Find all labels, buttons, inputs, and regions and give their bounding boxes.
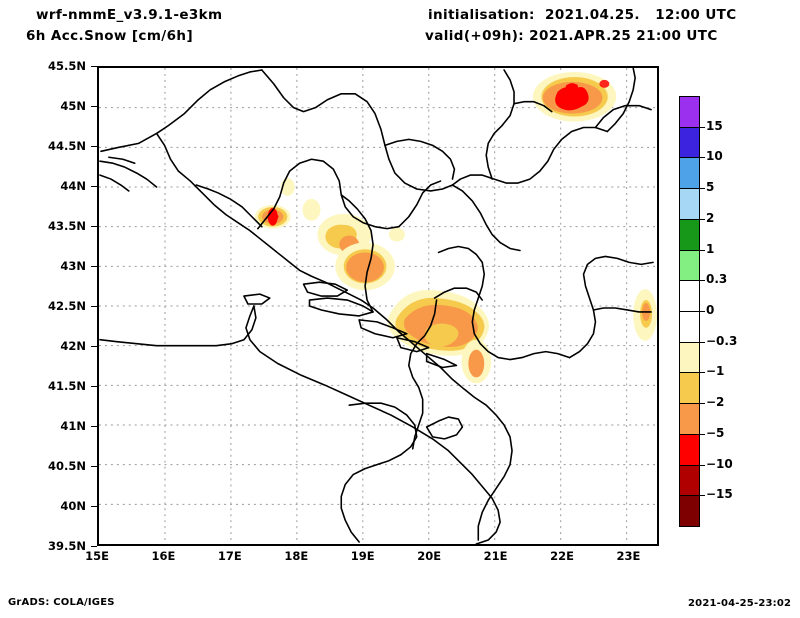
colorbar-segment <box>679 96 700 128</box>
longitude-label: 20E <box>417 549 442 563</box>
colorbar[interactable] <box>679 96 700 527</box>
latitude-label: 42.5N <box>48 299 86 313</box>
latitude-tick <box>91 66 97 67</box>
colorbar-tick <box>694 341 705 343</box>
latitude-label: 40N <box>60 499 86 513</box>
colorbar-segment <box>679 157 700 190</box>
colorbar-label: −15 <box>706 487 733 502</box>
latitude-label: 43N <box>60 259 86 273</box>
colorbar-segment <box>679 218 700 251</box>
valid-time-text: valid(+09h): 2021.APR.25 21:00 UTC <box>425 28 718 44</box>
longitude-label: 23E <box>616 549 641 563</box>
longitude-label: 18E <box>284 549 309 563</box>
colorbar-tick <box>694 433 705 435</box>
latitude-label: 44.5N <box>48 139 86 153</box>
colorbar-segment <box>679 433 700 466</box>
latitude-tick <box>91 346 97 347</box>
colorbar-tick <box>694 249 705 251</box>
latitude-label: 40.5N <box>48 459 86 473</box>
colorbar-label: −5 <box>706 425 725 440</box>
latitude-tick <box>91 426 97 427</box>
latitude-tick <box>91 506 97 507</box>
latitude-tick <box>91 226 97 227</box>
colorbar-segment <box>679 495 700 527</box>
latitude-tick <box>91 466 97 467</box>
colorbar-tick <box>694 495 705 497</box>
colorbar-tick <box>694 157 705 159</box>
colorbar-label: 15 <box>706 118 723 133</box>
latitude-tick <box>91 186 97 187</box>
snow-shading-layer <box>254 71 657 384</box>
latitude-tick <box>91 266 97 267</box>
longitude-label: 17E <box>217 549 242 563</box>
latitude-label: 42N <box>60 339 86 353</box>
latitude-label: 43.5N <box>48 219 86 233</box>
colorbar-segment <box>679 280 700 312</box>
colorbar-segment <box>679 464 700 497</box>
coastline-and-borders <box>99 68 654 544</box>
colorbar-label: 0.3 <box>706 272 728 287</box>
longitude-label: 22E <box>550 549 574 563</box>
longitude-label: 15E <box>85 549 109 563</box>
colorbar-tick <box>694 372 705 374</box>
snow-accumulation-map <box>99 68 657 544</box>
latitude-tick <box>91 106 97 107</box>
colorbar-label: −2 <box>706 395 725 410</box>
map-gridlines <box>99 68 657 544</box>
colorbar-segment <box>679 249 700 282</box>
colorbar-segment <box>679 126 700 159</box>
longitude-label: 16E <box>151 549 176 563</box>
latitude-label: 41N <box>60 419 86 433</box>
latitude-tick <box>91 306 97 307</box>
colorbar-segment <box>679 403 700 435</box>
initialisation-text: initialisation: 2021.04.25. 12:00 UTC <box>428 7 737 23</box>
latitude-label: 41.5N <box>48 379 86 393</box>
colorbar-label: −1 <box>706 364 725 379</box>
latitude-label: 39.5N <box>48 539 86 553</box>
colorbar-tick <box>694 188 705 190</box>
colorbar-tick <box>694 280 705 282</box>
render-timestamp: 2021-04-25-23:02 <box>688 598 792 609</box>
colorbar-label: −10 <box>706 456 733 471</box>
colorbar-segment <box>679 341 700 374</box>
latitude-tick <box>91 146 97 147</box>
map-plot-area[interactable] <box>97 66 659 546</box>
field-title: 6h Acc.Snow [cm/6h] <box>26 28 194 44</box>
colorbar-label: 2 <box>706 210 715 225</box>
latitude-tick <box>91 386 97 387</box>
colorbar-label: −0.3 <box>706 333 738 348</box>
latitude-tick <box>91 546 97 547</box>
colorbar-label: 5 <box>706 180 715 195</box>
latitude-label: 45N <box>60 99 86 113</box>
colorbar-tick <box>694 218 705 220</box>
colorbar-tick <box>694 403 705 405</box>
latitude-label: 45.5N <box>48 59 86 73</box>
colorbar-label: 0 <box>706 303 715 317</box>
latitude-label: 44N <box>60 179 86 193</box>
colorbar-segment <box>679 372 700 405</box>
longitude-label: 21E <box>483 549 508 563</box>
grads-credit: GrADS: COLA/IGES <box>8 597 115 608</box>
model-title: wrf-nmmE_v3.9.1-e3km <box>36 7 223 23</box>
colorbar-tick <box>694 464 705 466</box>
colorbar-segment <box>679 311 700 343</box>
colorbar-tick <box>694 311 705 312</box>
colorbar-tick <box>694 126 705 128</box>
longitude-label: 19E <box>350 549 375 563</box>
colorbar-label: 10 <box>706 149 723 164</box>
colorbar-label: 1 <box>706 241 715 256</box>
colorbar-segment <box>679 188 700 220</box>
